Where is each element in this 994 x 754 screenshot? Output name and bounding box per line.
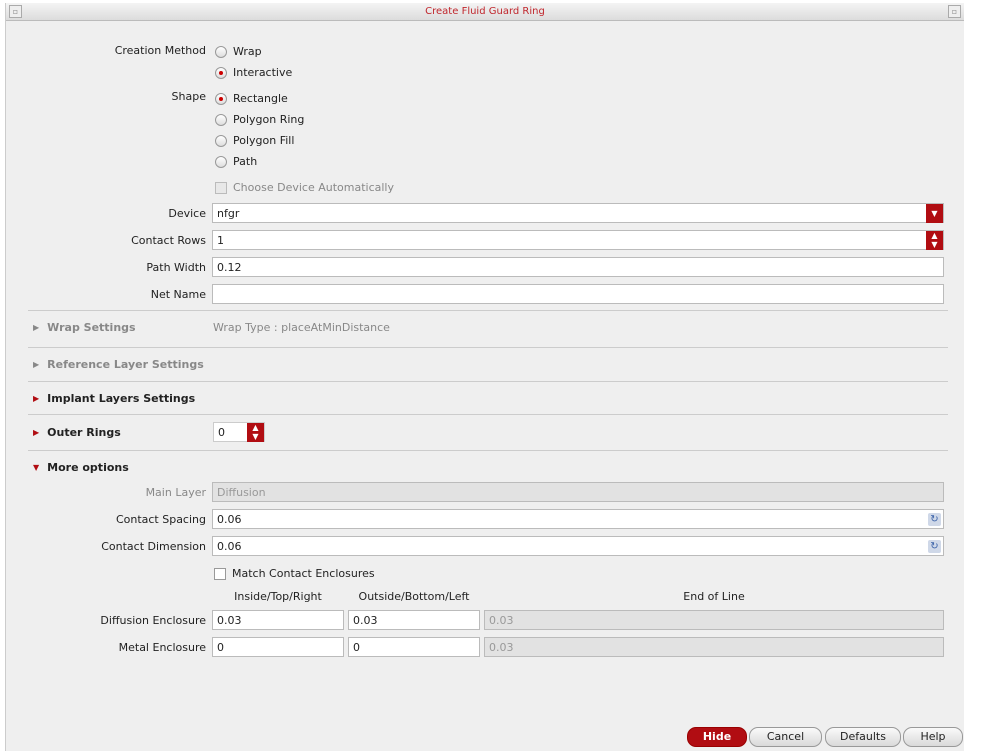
contact-rows-stepper[interactable]: 1 ▲ ▼ xyxy=(212,230,944,250)
column-header: Outside/Bottom/Left xyxy=(358,590,470,603)
device-select[interactable]: nfgr ▼ xyxy=(212,203,944,223)
refresh-icon[interactable]: ↻ xyxy=(928,540,941,553)
device-label: Device xyxy=(168,207,206,220)
metal-enclosure-label: Metal Enclosure xyxy=(118,641,206,654)
metal-end-of-line-field: 0.03 xyxy=(484,637,944,657)
window-restore-icon[interactable]: ▫ xyxy=(948,5,961,18)
contact-dimension-label: Contact Dimension xyxy=(101,540,206,553)
reference-layer-section[interactable]: ▶ Reference Layer Settings xyxy=(33,358,204,371)
radio-wrap[interactable]: Wrap xyxy=(215,45,262,58)
net-name-input[interactable] xyxy=(212,284,944,304)
wrap-type-info: Wrap Type : placeAtMinDistance xyxy=(213,321,390,334)
title-bar: Create Fluid Guard Ring ▫ ▫ xyxy=(6,3,964,21)
metal-inside-input[interactable]: 0 xyxy=(212,637,344,657)
divider xyxy=(28,381,948,382)
divider xyxy=(28,310,948,311)
checkbox-icon xyxy=(214,567,226,580)
window-title: Create Fluid Guard Ring xyxy=(425,6,545,17)
outer-rings-section[interactable]: ▶ Outer Rings xyxy=(33,426,121,439)
contact-dimension-input[interactable]: 0.06 ↻ xyxy=(212,536,944,556)
choose-device-checkbox[interactable]: Choose Device Automatically xyxy=(215,181,394,194)
contact-spacing-label: Contact Spacing xyxy=(115,513,206,526)
more-options-section[interactable]: ▼ More options xyxy=(33,461,129,474)
shape-label: Shape xyxy=(171,90,206,103)
diffusion-inside-input[interactable]: 0.03 xyxy=(212,610,344,630)
match-contact-enclosures-checkbox[interactable]: Match Contact Enclosures xyxy=(214,567,375,580)
cancel-button[interactable]: Cancel xyxy=(749,727,822,747)
stepper-icon[interactable]: ▲ ▼ xyxy=(926,231,943,250)
divider xyxy=(28,414,948,415)
diffusion-end-of-line-field: 0.03 xyxy=(484,610,944,630)
divider xyxy=(28,450,948,451)
radio-icon xyxy=(215,92,227,105)
radio-rectangle[interactable]: Rectangle xyxy=(215,92,288,105)
expand-triangle-icon: ▶ xyxy=(33,428,40,437)
radio-icon xyxy=(215,45,227,58)
expand-triangle-icon: ▶ xyxy=(33,394,40,403)
dialog-window: Create Fluid Guard Ring ▫ ▫ Creation Met… xyxy=(5,3,964,751)
radio-polygon-ring[interactable]: Polygon Ring xyxy=(215,113,304,126)
main-layer-field: Diffusion xyxy=(212,482,944,502)
radio-icon xyxy=(215,66,227,79)
diffusion-enclosure-label: Diffusion Enclosure xyxy=(100,614,206,627)
expand-triangle-icon: ▶ xyxy=(33,360,40,369)
path-width-label: Path Width xyxy=(146,261,206,274)
collapse-triangle-icon: ▼ xyxy=(33,463,40,472)
defaults-button[interactable]: Defaults xyxy=(825,727,901,747)
expand-triangle-icon: ▶ xyxy=(33,323,40,332)
radio-icon xyxy=(215,155,227,168)
help-button[interactable]: Help xyxy=(903,727,963,747)
path-width-input[interactable]: 0.12 xyxy=(212,257,944,277)
diffusion-outside-input[interactable]: 0.03 xyxy=(348,610,480,630)
radio-icon xyxy=(215,134,227,147)
metal-outside-input[interactable]: 0 xyxy=(348,637,480,657)
implant-layers-section[interactable]: ▶ Implant Layers Settings xyxy=(33,392,196,405)
contact-spacing-input[interactable]: 0.06 ↻ xyxy=(212,509,944,529)
radio-path[interactable]: Path xyxy=(215,155,257,168)
contact-rows-label: Contact Rows xyxy=(131,234,206,247)
chevron-down-icon[interactable]: ▼ xyxy=(926,204,943,223)
window-menu-icon[interactable]: ▫ xyxy=(9,5,22,18)
column-header: Inside/Top/Right xyxy=(234,590,322,603)
net-name-label: Net Name xyxy=(150,288,206,301)
checkbox-icon xyxy=(215,181,227,194)
radio-polygon-fill[interactable]: Polygon Fill xyxy=(215,134,294,147)
outer-rings-stepper[interactable]: 0 ▲ ▼ xyxy=(213,422,265,442)
column-header: End of Line xyxy=(683,590,745,603)
radio-interactive[interactable]: Interactive xyxy=(215,66,292,79)
radio-icon xyxy=(215,113,227,126)
wrap-settings-section[interactable]: ▶ Wrap Settings xyxy=(33,321,136,334)
stepper-icon[interactable]: ▲ ▼ xyxy=(247,423,264,442)
divider xyxy=(28,347,948,348)
creation-method-label: Creation Method xyxy=(114,44,206,57)
refresh-icon[interactable]: ↻ xyxy=(928,513,941,526)
hide-button[interactable]: Hide xyxy=(687,727,747,747)
main-layer-label: Main Layer xyxy=(145,486,206,499)
